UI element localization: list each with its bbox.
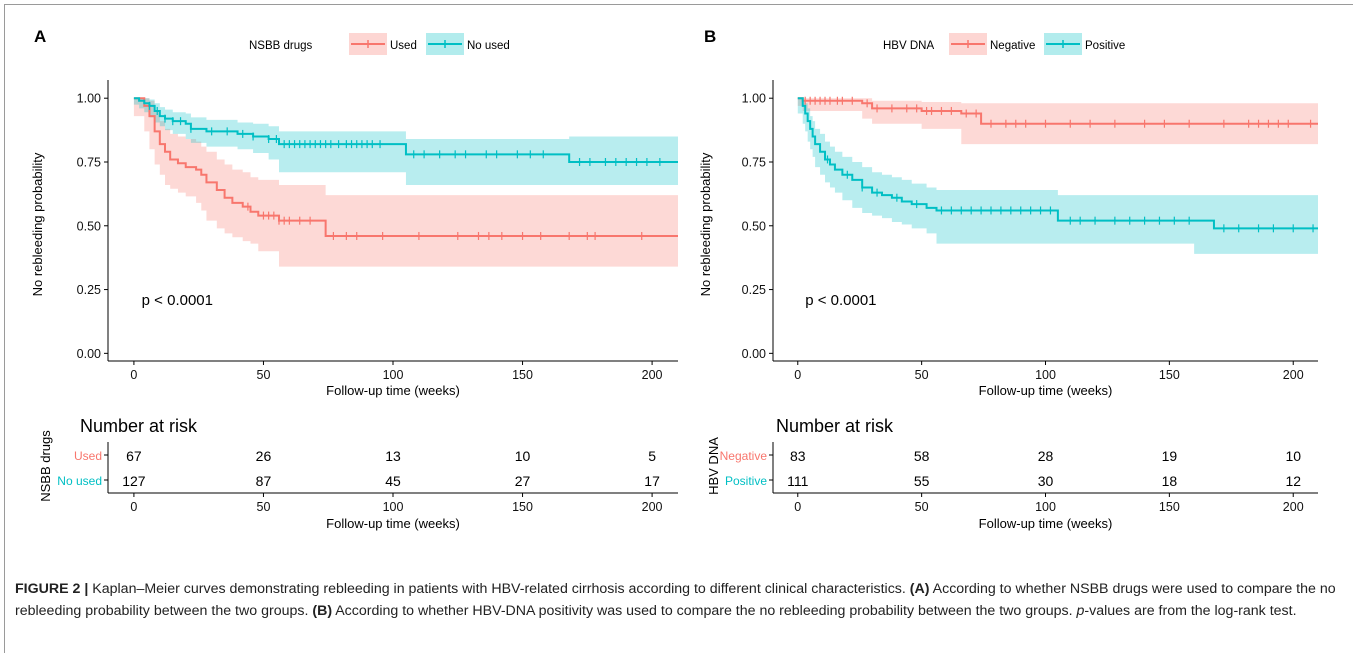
y-tick-label: 0.25 [77,283,101,297]
y-tick-label: 0.75 [742,155,766,169]
ci-band-a-2 [133,98,679,185]
risk-count: 5 [648,448,656,464]
x-tick-label: 200 [642,368,663,382]
risk-x-tick-label: 200 [642,500,663,514]
y-axis-label-a: No rebleeding probability [30,152,45,296]
legend-label-1: Negative [990,40,1035,52]
risk-row-label: Negative [720,449,768,463]
risk-x-tick-label: 200 [1283,500,1304,514]
x-tick-label: 150 [1159,368,1180,382]
x-tick-label: 100 [1035,368,1056,382]
y-tick-label: 0.25 [742,283,766,297]
risk-table-ylabel-a: NSBB drugs [38,430,53,502]
risk-count: 45 [385,473,401,489]
caption-text-3: According to whether HBV-DNA positivity … [332,603,1077,619]
legend-label-2: Positive [1085,40,1125,52]
legend-label-2: No used [467,40,510,52]
y-tick-label: 0.00 [742,347,766,361]
x-tick-label: 0 [130,368,137,382]
x-axis-label-b: Follow-up time (weeks) [979,383,1113,398]
caption-text-1: Kaplan–Meier curves demonstrating reblee… [88,581,910,597]
panel-label-b: B [704,27,716,46]
figure-border [4,4,1353,653]
risk-count: 28 [1038,448,1054,464]
caption-b-label: (B) [312,603,333,619]
caption-text-2: According to whether NSBB drugs were use… [15,581,1336,619]
legend-title: NSBB drugs [249,40,313,52]
legend-a: NSBB drugs Used No used [249,33,510,55]
panel-label-a: A [34,27,46,46]
survival-curve-a-1 [133,97,678,237]
caption-figure-label: FIGURE 2 | [15,581,89,597]
y-tick-label: 1.00 [77,92,101,106]
caption-a-label: (A) [909,581,930,597]
risk-count: 111 [787,473,808,489]
risk-count: 17 [644,473,660,489]
risk-row-label: No used [57,474,102,488]
risk-table-xlabel-b: Follow-up time (weeks) [979,516,1113,531]
y-tick-label: 0.50 [77,219,101,233]
risk-x-tick-label: 100 [383,500,404,514]
p-value-annotation-a: p < 0.0001 [142,292,213,309]
x-tick-label: 100 [383,368,404,382]
legend-label-1: Used [390,40,417,52]
risk-count: 12 [1285,473,1301,489]
risk-count: 27 [515,473,531,489]
risk-x-tick-label: 50 [915,500,929,514]
risk-table-title-a: Number at risk [80,416,198,436]
risk-table-xlabel-a: Follow-up time (weeks) [326,516,460,531]
ci-band-a-1 [133,98,679,267]
x-tick-label: 0 [794,368,801,382]
panel-a-chart: A NSBB drugs Used No used No rebleeding prob… [30,27,679,531]
x-tick-label: 50 [915,368,929,382]
y-axis-label-b: No rebleeding probability [698,152,713,296]
caption-p-italic: p [1076,603,1085,619]
y-tick-label: 1.00 [742,92,766,106]
risk-table-ylabel-b: HBV DNA [706,437,721,495]
risk-count: 10 [1285,448,1301,464]
y-tick-label: 0.00 [77,347,101,361]
risk-x-tick-label: 0 [794,500,801,514]
survival-curve-b-1 [797,97,1318,125]
risk-count: 19 [1162,448,1178,464]
risk-count: 10 [515,448,531,464]
risk-row-label: Used [74,449,102,463]
risk-count: 13 [385,448,401,464]
risk-x-tick-label: 0 [130,500,137,514]
risk-count: 83 [790,448,806,464]
risk-x-tick-label: 50 [257,500,271,514]
p-value-annotation-b: p < 0.0001 [805,292,876,309]
risk-count: 127 [122,473,146,489]
y-tick-label: 0.50 [742,219,766,233]
risk-table-title-b: Number at risk [776,416,894,436]
risk-count: 58 [914,448,930,464]
ci-band-b-2 [797,98,1318,254]
x-tick-label: 50 [257,368,271,382]
risk-count: 67 [126,448,142,464]
risk-count: 30 [1038,473,1054,489]
x-axis-label-a: Follow-up time (weeks) [326,383,460,398]
ci-band-b-1 [797,98,1318,145]
risk-row-label: Positive [725,474,767,488]
risk-count: 87 [256,473,272,489]
risk-x-tick-label: 150 [512,500,533,514]
x-tick-label: 150 [512,368,533,382]
figure-caption: FIGURE 2 | Kaplan–Meier curves demonstra… [15,578,1345,622]
risk-x-tick-label: 100 [1035,500,1056,514]
legend-title: HBV DNA [883,40,934,52]
x-tick-label: 200 [1283,368,1304,382]
caption-text-4: -values are from the log-rank test. [1084,603,1297,619]
risk-count: 18 [1162,473,1178,489]
risk-x-tick-label: 150 [1159,500,1180,514]
survival-curve-b-2 [797,97,1318,230]
legend-b: HBV DNA Negative Positive [883,33,1125,55]
risk-count: 26 [256,448,272,464]
y-tick-label: 0.75 [77,155,101,169]
risk-count: 55 [914,473,930,489]
